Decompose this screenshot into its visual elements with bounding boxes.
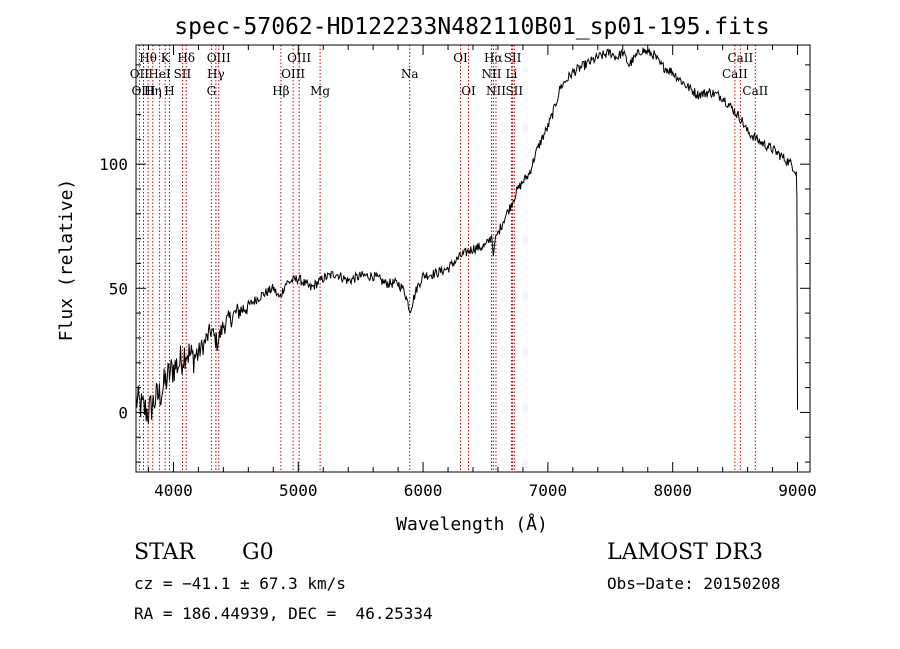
x-axis-label: Wavelength (Å) xyxy=(396,513,548,535)
line-label-oi: OI xyxy=(461,84,476,98)
plot-frame xyxy=(135,44,811,473)
line-label-h: H xyxy=(164,84,174,98)
line-label-nii: NII xyxy=(486,84,506,98)
line-label-g: G xyxy=(207,84,217,98)
line-label-oiii: OIII xyxy=(281,67,305,81)
x-tick-label-8000: 8000 xyxy=(653,481,692,500)
line-label-oiii: OIII xyxy=(131,84,155,98)
x-tick-label-7000: 7000 xyxy=(529,481,568,500)
y-tick-label-50: 50 xyxy=(109,279,128,298)
line-label-nii: NII xyxy=(481,67,501,81)
survey-name: LAMOST DR3 xyxy=(607,540,763,565)
line-label-k: K xyxy=(161,51,171,65)
line-label-caii: CaII xyxy=(742,84,768,98)
line-label-hα: Hα xyxy=(484,51,503,65)
redshift-velocity: cz = −41.1 ± 67.3 km/s xyxy=(134,574,346,593)
x-tick-label-4000: 4000 xyxy=(154,481,193,500)
line-label-oii: OII xyxy=(130,67,150,81)
x-tick-label-9000: 9000 xyxy=(778,481,817,500)
line-label-na: Na xyxy=(401,67,419,81)
line-label-hβ: Hβ xyxy=(272,84,289,98)
line-label-caii: CaII xyxy=(727,51,753,65)
line-label-caii: CaII xyxy=(722,67,748,81)
x-tick-label-6000: 6000 xyxy=(404,481,443,500)
y-axis-ticks: 0 50 100 xyxy=(99,64,810,463)
spectral-line-markers xyxy=(138,45,756,472)
x-axis-ticks: 4000 5000 6000 7000 8000 9000 xyxy=(147,45,817,500)
sky-coordinates: RA = 186.44939, DEC = 46.25334 xyxy=(134,604,433,623)
line-label-sii: SII xyxy=(505,84,523,98)
line-label-mg: Mg xyxy=(310,84,330,98)
line-label-hθ: Hθ xyxy=(139,51,157,65)
object-class: STAR xyxy=(134,540,195,565)
line-label-oiii: OIII xyxy=(207,51,231,65)
line-label-hδ: Hδ xyxy=(177,51,195,65)
flux-series-line xyxy=(135,47,798,425)
observation-date: Obs−Date: 20150208 xyxy=(607,574,781,593)
line-label-oiii: OIII xyxy=(287,51,311,65)
x-tick-label-5000: 5000 xyxy=(279,481,318,500)
line-label-oi: OI xyxy=(453,51,468,65)
line-label-hei: HeI xyxy=(148,67,171,81)
line-label-hγ: Hγ xyxy=(207,67,225,81)
y-tick-label-0: 0 xyxy=(118,403,128,422)
chart-title: spec-57062-HD122233N482110B01_sp01-195.f… xyxy=(174,14,769,40)
line-label-hη: Hη xyxy=(144,84,162,98)
line-label-sii: SII xyxy=(504,51,522,65)
line-label-li: Li xyxy=(506,67,518,81)
y-tick-label-100: 100 xyxy=(99,155,128,174)
line-label-sii: SII xyxy=(174,67,192,81)
y-axis-label: Flux (relative) xyxy=(56,179,77,342)
object-subclass: G0 xyxy=(242,540,274,565)
